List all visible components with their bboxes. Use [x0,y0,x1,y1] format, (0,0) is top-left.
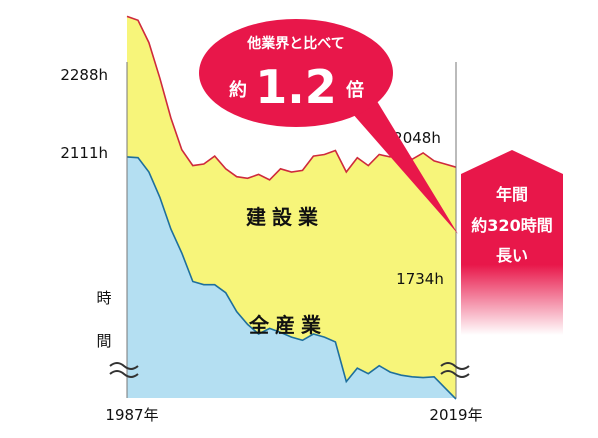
axis-break-left-icon [109,362,139,378]
y-axis-label-char-1: 時 [96,289,111,307]
ratio-callout: 他業界と比べて 約 1.2 倍 [199,19,458,234]
callout-pointer [345,93,458,234]
y-axis-label-char-2: 間 [96,332,111,350]
callout-value: 1.2 [255,60,337,114]
callout-prefix: 約 [229,79,247,101]
x-start-label: 1987年 [105,406,158,424]
axis-break-right-icon [440,362,470,378]
difference-line-2: 約320時間 [471,216,552,235]
callout-caption: 他業界と比べて [246,35,344,52]
y-tick-start-all: 2111h [60,144,108,162]
series-label-construction: 建設業 [246,205,324,229]
difference-line-1: 年間 [496,185,528,204]
y-tick-top: 2288h [60,66,108,84]
x-end-label: 2019年 [429,406,482,424]
all-industry-line [126,156,457,400]
difference-line-3: 長い [496,246,528,265]
callout-bubble [199,19,393,127]
construction-end-value: 2048h [393,129,441,147]
all-industry-area [127,156,456,400]
all-end-value: 1734h [396,270,444,288]
difference-arrow-shape [461,150,563,335]
series-label-all: 全産業 [248,313,327,337]
callout-suffix: 倍 [346,79,364,101]
difference-arrow: 年間 約320時間 長い [461,150,563,335]
